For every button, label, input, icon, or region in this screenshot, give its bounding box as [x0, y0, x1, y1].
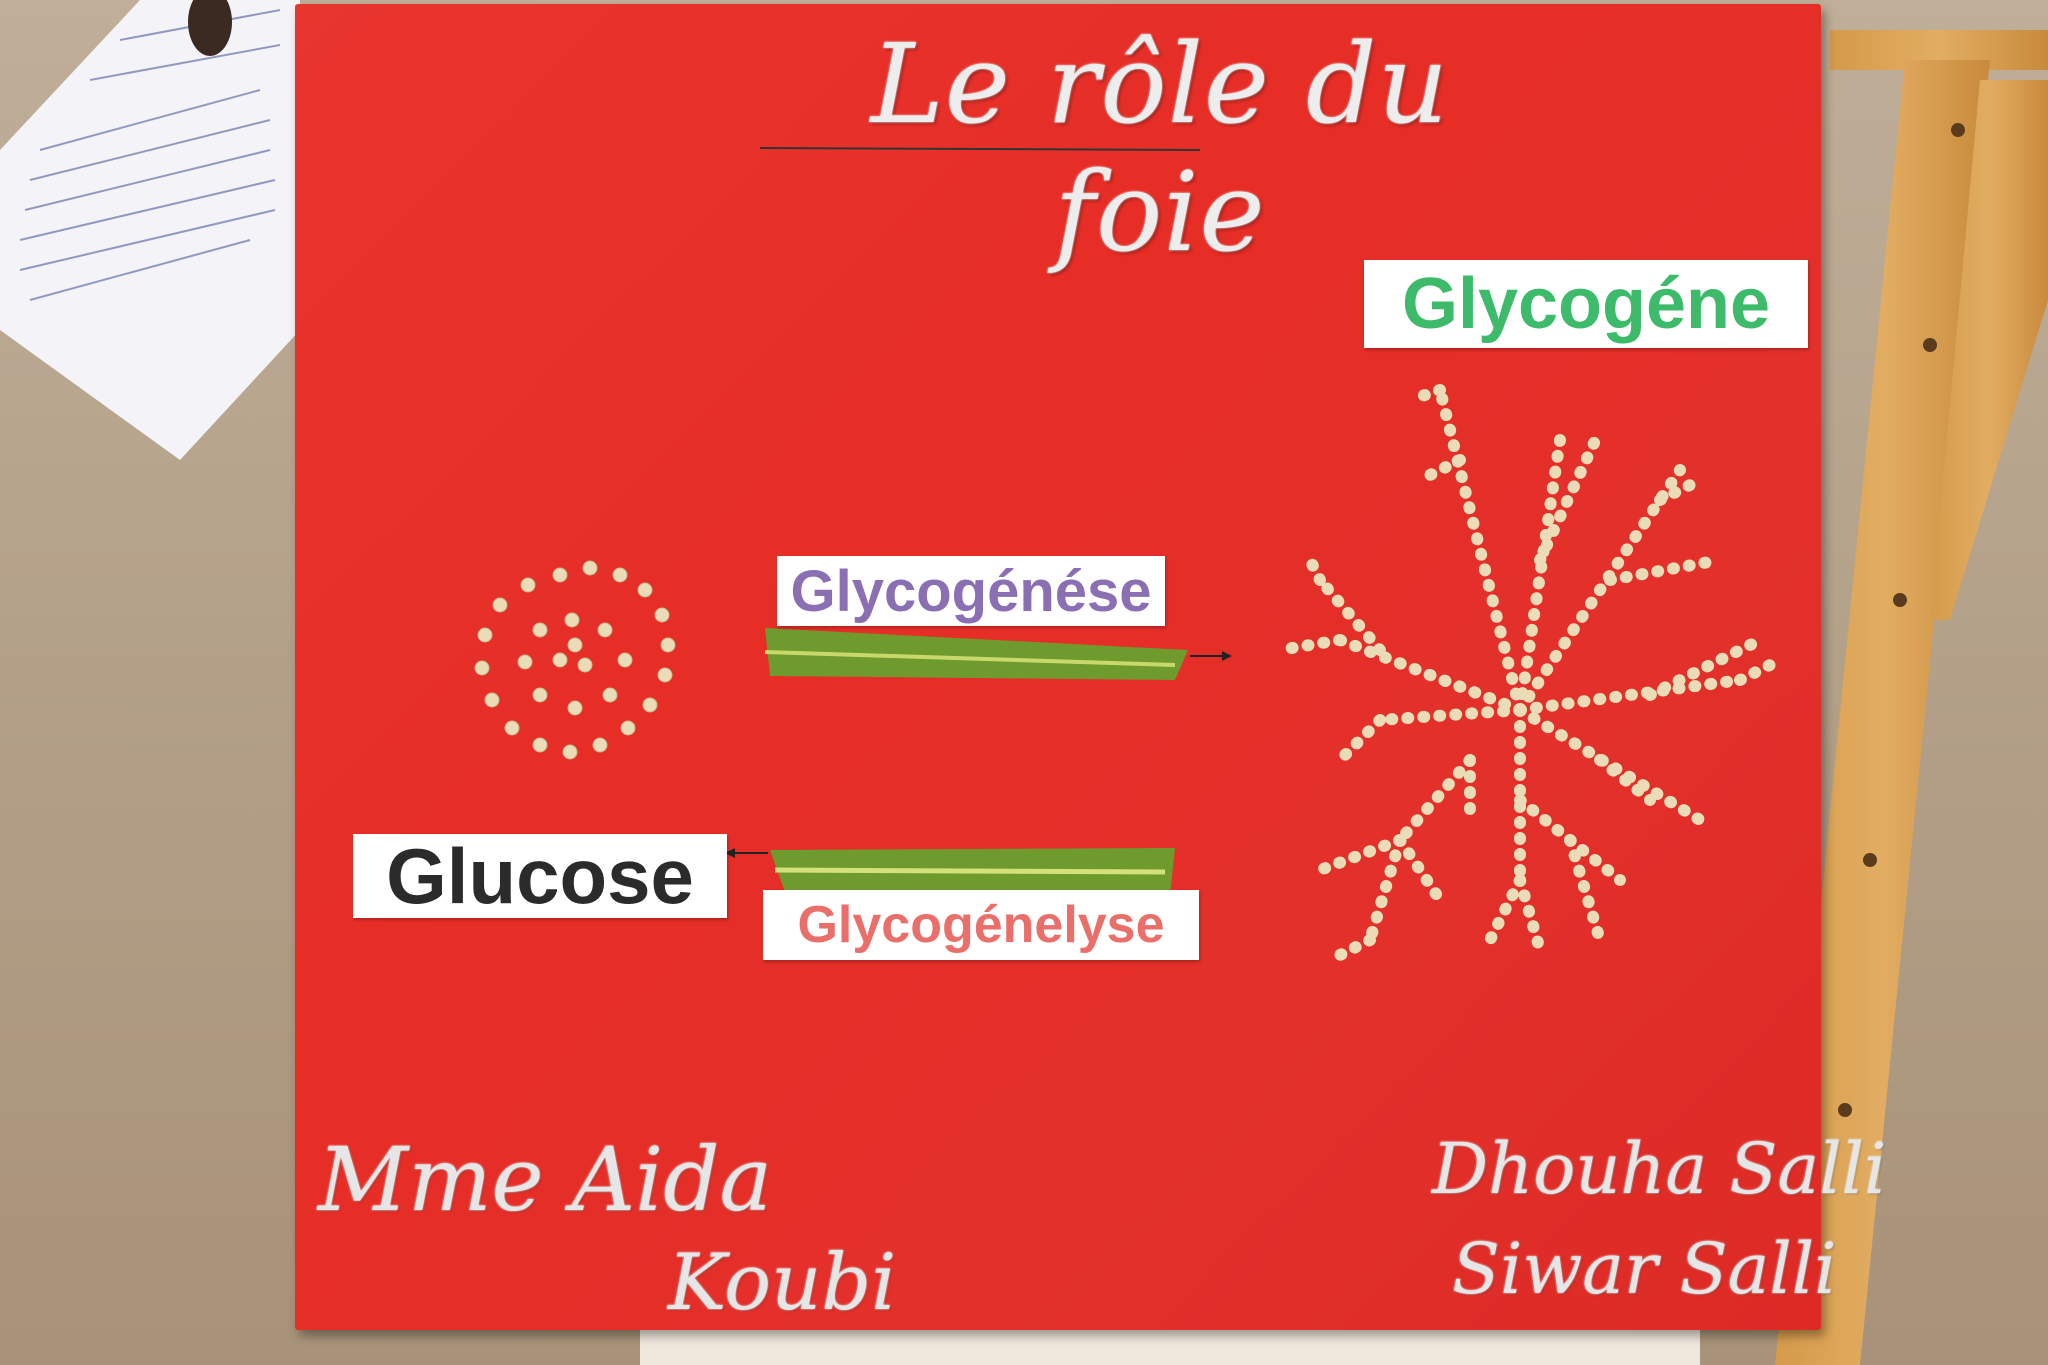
signature-teacher-line2: Koubi	[668, 1238, 897, 1328]
wooden-easel	[1775, 30, 2048, 1365]
glycogen-branched-structure	[1274, 384, 1786, 966]
signature-student-1: Dhouha Salli	[1432, 1128, 1887, 1210]
finger	[188, 0, 232, 56]
signature-student-2: Siwar Salli	[1452, 1228, 1837, 1310]
label-glucose: Glucose	[353, 832, 727, 920]
label-glycogenelyse: Glycogénelyse	[763, 890, 1199, 960]
chair-seat	[640, 1330, 1700, 1365]
poster-title: Le rôle du foie	[870, 20, 1450, 276]
signature-teacher-line1: Mme Aida	[318, 1128, 773, 1231]
leaf-arrow-glycogenese	[764, 628, 1232, 680]
leaf-arrow-glycogenelyse	[725, 848, 1175, 895]
label-glycogenese: Glycogénése	[777, 556, 1165, 626]
label-glycogene: Glycogéne	[1364, 260, 1808, 348]
glucose-seed-cluster	[474, 560, 676, 760]
